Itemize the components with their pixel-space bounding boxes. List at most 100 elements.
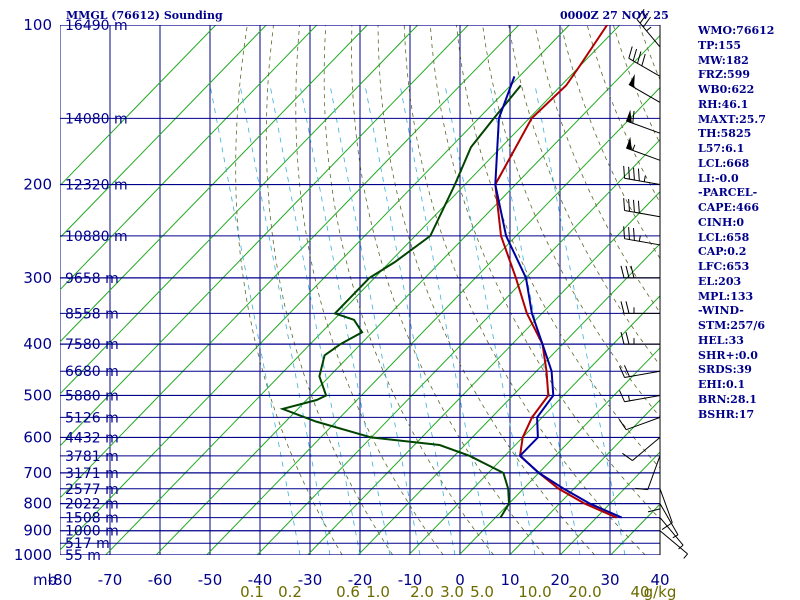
mixing-ratio-tick-label: 3.0 [440, 583, 464, 600]
isotherm-line [105, 25, 621, 555]
height-label: 3781 m [65, 449, 119, 465]
temperature-tick-label: -50 [198, 571, 223, 589]
isotherm-line [60, 25, 217, 187]
wind-barb [626, 136, 661, 161]
isotherm-line [60, 25, 469, 447]
index-line: MW:182 [698, 53, 749, 67]
mixing-ratio-tick-label: 1.0 [366, 583, 390, 600]
wind-barb [659, 488, 673, 530]
pressure-tick-label: 900 [23, 522, 52, 540]
barb-flag [628, 46, 633, 59]
wind-barb [623, 226, 661, 246]
temperature-tick-label: -20 [348, 571, 373, 589]
barb-flag [637, 168, 640, 181]
grid [60, 25, 800, 555]
index-line: LFC:653 [698, 260, 750, 273]
index-line: LCL:668 [698, 156, 750, 170]
height-label: 517 m [65, 536, 110, 552]
index-line: CAP:0.2 [698, 245, 747, 259]
index-line: HEL:33 [698, 333, 744, 347]
mixing-ratio-tick-label: 20.0 [568, 583, 601, 600]
barb-flag [623, 198, 626, 211]
wind-barb [623, 198, 661, 218]
mixing-ratio-tick-label: 0.6 [336, 583, 360, 600]
dry-adiabat [796, 25, 800, 555]
mixing-ratio-unit-label: g/kg [644, 583, 677, 600]
barb-staff [628, 57, 661, 77]
barb-staff [659, 488, 673, 523]
index-line: LI:-0.0 [698, 171, 739, 185]
wind-barb [620, 301, 660, 314]
barb-staff [647, 455, 661, 490]
index-line: EHI:0.1 [698, 378, 746, 391]
temperature-tick-label: -10 [398, 571, 423, 589]
mixing-ratio-tick-label: 2.0 [410, 583, 434, 600]
wind-barb [659, 530, 688, 559]
isotherm-line [60, 25, 570, 551]
index-line: BRN:28.1 [698, 392, 757, 406]
temperature-tick-label: -80 [48, 571, 73, 589]
isotherm-line [256, 138, 660, 555]
mixing-ratio-tick-label: 10.0 [518, 583, 551, 600]
sounding-indices: WMO:76612 TP:155 MW:182 FRZ:599 WB0:622 RH:46… [698, 24, 774, 422]
wind-barb [619, 365, 661, 378]
pressure-tick-label: 800 [23, 495, 52, 513]
isotherm-line [559, 451, 660, 555]
wind-barb [623, 165, 661, 186]
index-line: EL:203 [698, 274, 742, 288]
height-label: 14080 m [65, 111, 128, 127]
temperature-tick-label: -70 [98, 571, 123, 589]
barb-staff [624, 238, 661, 246]
index-line: TP:155 [698, 38, 742, 52]
isotherm-line [307, 191, 660, 555]
profile-line [494, 76, 623, 519]
barb-staff [624, 394, 661, 403]
index-line: LCL:658 [698, 230, 750, 244]
isotherm-line [509, 399, 660, 555]
barb-flag [633, 228, 635, 241]
height-label: 12320 m [65, 178, 128, 194]
pressure-tick-label: 300 [23, 269, 52, 287]
index-line: WB0:622 [698, 83, 755, 96]
barb-flag [628, 198, 630, 212]
index-line: BSHR:17 [698, 407, 755, 421]
wind-barb [622, 437, 661, 461]
profiles [279, 25, 623, 519]
isotherm-line [60, 25, 419, 395]
profile-line [279, 84, 522, 519]
barb-half-flag [678, 544, 684, 550]
index-line: CINH:0 [698, 215, 745, 229]
pressure-tick-label: 700 [23, 464, 52, 482]
wind-barb [620, 265, 660, 279]
pressure-tick-label: 600 [23, 428, 52, 446]
height-label: 55 m [65, 548, 101, 564]
index-line: MPL:133 [698, 289, 754, 303]
chart-title: MMGL (76612) Sounding [66, 9, 223, 22]
height-label: 4432 m [65, 430, 119, 446]
barb-half-flag [643, 175, 646, 182]
barb-staff [636, 19, 661, 48]
barb-flag [632, 110, 635, 124]
barb-flag [618, 419, 627, 430]
barb-staff [632, 437, 661, 461]
barb-flag [633, 167, 635, 181]
barb-flag [642, 16, 651, 28]
height-label: 5880 m [65, 388, 119, 404]
dry-adiabat [770, 25, 800, 555]
isotherm-line [60, 25, 318, 291]
temperature-tick-label: -30 [298, 571, 323, 589]
barb-flag [619, 390, 626, 402]
index-line: -PARCEL- [698, 186, 758, 200]
barb-flag [619, 365, 626, 378]
barb-half-flag [632, 144, 636, 151]
wind-barb [620, 331, 660, 345]
barb-flag [637, 200, 640, 214]
index-line: FRZ:599 [698, 68, 751, 82]
index-line: MAXT:25.7 [698, 112, 766, 126]
barb-staff [626, 416, 661, 431]
index-line: CAPE:466 [698, 201, 759, 214]
isotherm-line [60, 25, 267, 239]
height-label: 7580 m [65, 337, 119, 353]
wind-barb [659, 517, 684, 550]
